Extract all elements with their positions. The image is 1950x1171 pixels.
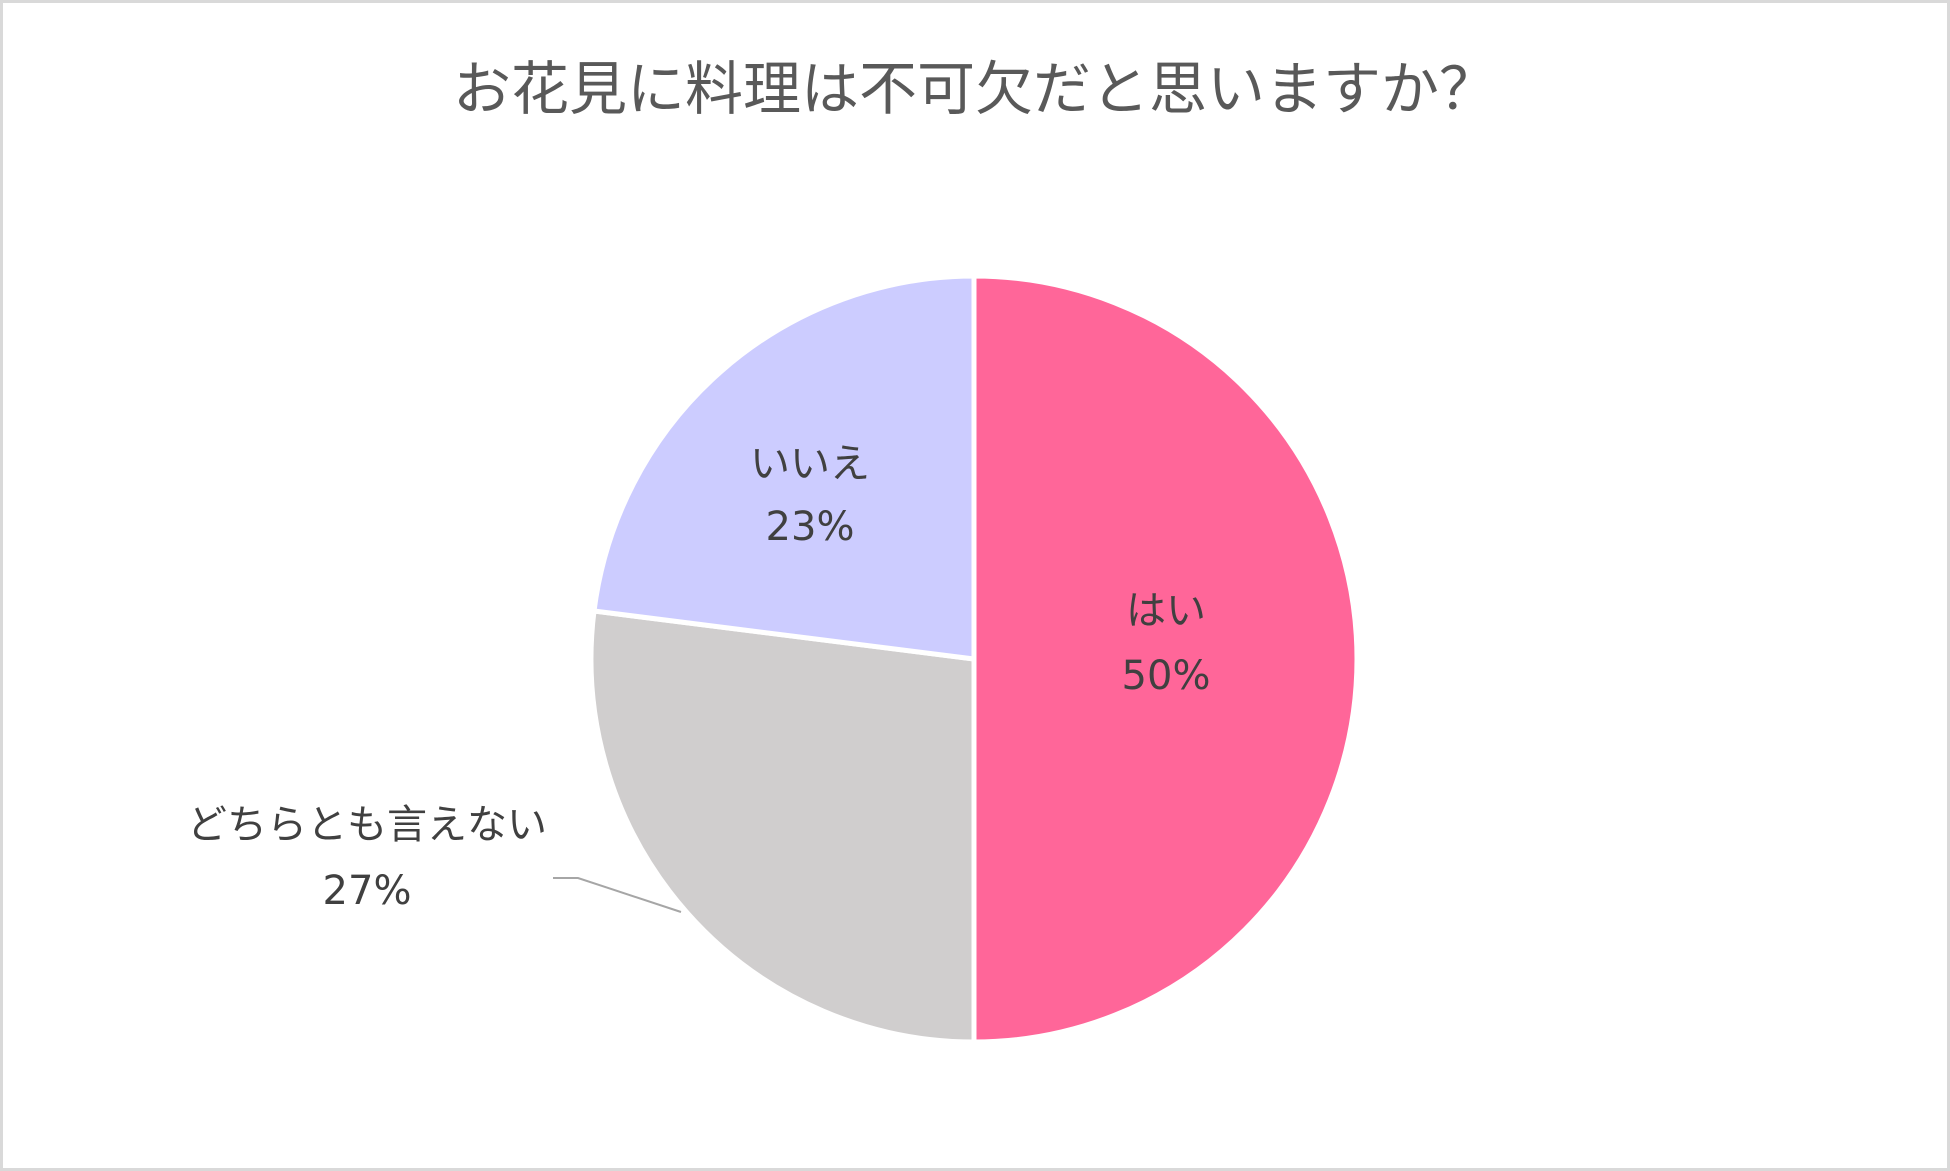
leader-line — [553, 877, 682, 913]
slice-value-label: 27% — [323, 868, 412, 914]
slice-category-label: いいえ — [750, 441, 870, 487]
pie-slice — [588, 608, 977, 1045]
pie-slice — [591, 273, 977, 662]
pie-slice — [971, 273, 1360, 1045]
chart-title: お花見に料理は不可欠だと思いますか？ — [453, 55, 1497, 123]
slice-value-label: 50% — [1122, 653, 1211, 699]
slice-category-label: はい — [1126, 588, 1206, 634]
slice-value-label: 23% — [766, 504, 855, 550]
slice-category-label: どちらとも言えない — [187, 802, 547, 848]
